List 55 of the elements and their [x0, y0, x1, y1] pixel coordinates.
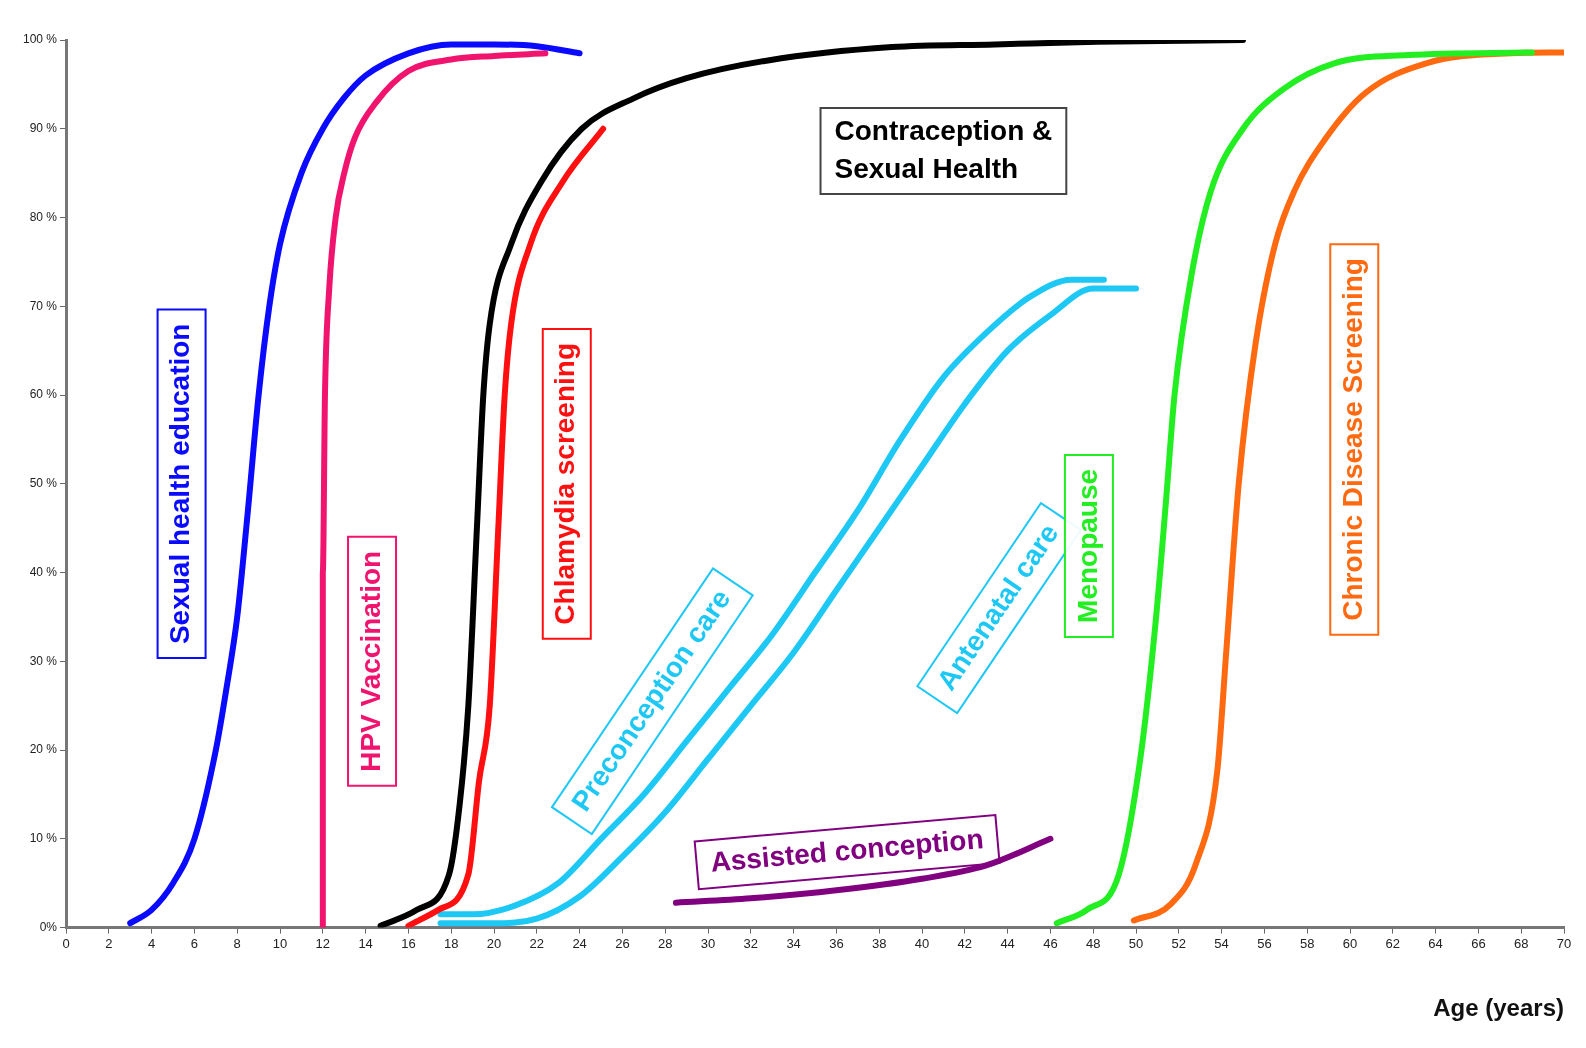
x-tick-label: 0 — [62, 935, 70, 951]
x-tick-label: 66 — [1471, 935, 1486, 951]
x-tick-label: 28 — [657, 935, 673, 951]
x-tick-label: 68 — [1513, 935, 1529, 951]
y-tick-label: 100 % — [22, 32, 58, 47]
y-tick-label: 40 % — [29, 564, 58, 579]
x-tick-label: 8 — [233, 935, 241, 951]
series-label: Assisted conception — [709, 823, 985, 878]
y-tick-label: 70 % — [29, 298, 58, 313]
text: Chronic Disease Screening — [1337, 258, 1368, 621]
x-tick-label: 64 — [1428, 935, 1443, 951]
x-tick-label: 6 — [190, 935, 199, 951]
x-tick-label: 16 — [401, 935, 416, 951]
x-tick-label: 56 — [1257, 935, 1272, 951]
x-tick-label: 14 — [358, 935, 373, 951]
y-tick-label: 10 % — [29, 831, 58, 846]
x-tick-label: 22 — [529, 935, 545, 951]
x-tick-label: 38 — [871, 935, 887, 951]
x-tick-label: 2 — [105, 935, 113, 951]
x-tick-label: 10 — [272, 935, 288, 951]
x-tick-label: 50 — [1128, 935, 1144, 951]
x-tick-label: 48 — [1085, 935, 1101, 951]
y-tick-label: 80 % — [29, 209, 58, 224]
x-tick-label: 20 — [486, 935, 502, 951]
y-tick-label: 90 % — [29, 121, 58, 136]
y-tick-label: 20 % — [29, 742, 58, 757]
text: Menopause — [1071, 468, 1103, 623]
x-tick-label: 26 — [615, 935, 630, 951]
x-tick-label: 46 — [1043, 935, 1058, 951]
y-tick-label: 60 % — [29, 387, 58, 402]
x-tick-label: 42 — [957, 935, 973, 951]
x-tick-label: 32 — [743, 935, 759, 951]
text: Chlamydia screening — [549, 342, 581, 625]
x-tick-label: 12 — [315, 935, 331, 951]
x-axis-title: Age (years) — [1433, 994, 1564, 1022]
text: Sexual health education — [164, 323, 196, 645]
x-tick-label: 30 — [700, 935, 716, 951]
x-tick-label: 54 — [1214, 935, 1229, 951]
text: HPV Vaccination — [354, 550, 386, 772]
x-tick-label: 18 — [443, 935, 459, 951]
y-tick-label: 30 % — [29, 653, 58, 668]
x-tick-label: 36 — [829, 935, 844, 951]
x-tick-label: 40 — [914, 935, 930, 951]
y-tick-label: 0% — [39, 919, 58, 934]
x-tick-label: 24 — [572, 935, 587, 951]
x-tick-label: 34 — [786, 935, 801, 951]
y-tick-label: 50 % — [29, 476, 58, 491]
x-tick-label: 52 — [1171, 935, 1187, 951]
x-tick-label: 62 — [1385, 935, 1401, 951]
x-tick-label: 70 — [1556, 935, 1572, 951]
x-tick-label: 60 — [1342, 935, 1358, 951]
x-tick-label: 4 — [148, 935, 156, 951]
x-tick-label: 58 — [1299, 935, 1315, 951]
x-tick-label: 44 — [1000, 935, 1015, 951]
text: Contraception & Sexual Health — [834, 114, 1053, 184]
